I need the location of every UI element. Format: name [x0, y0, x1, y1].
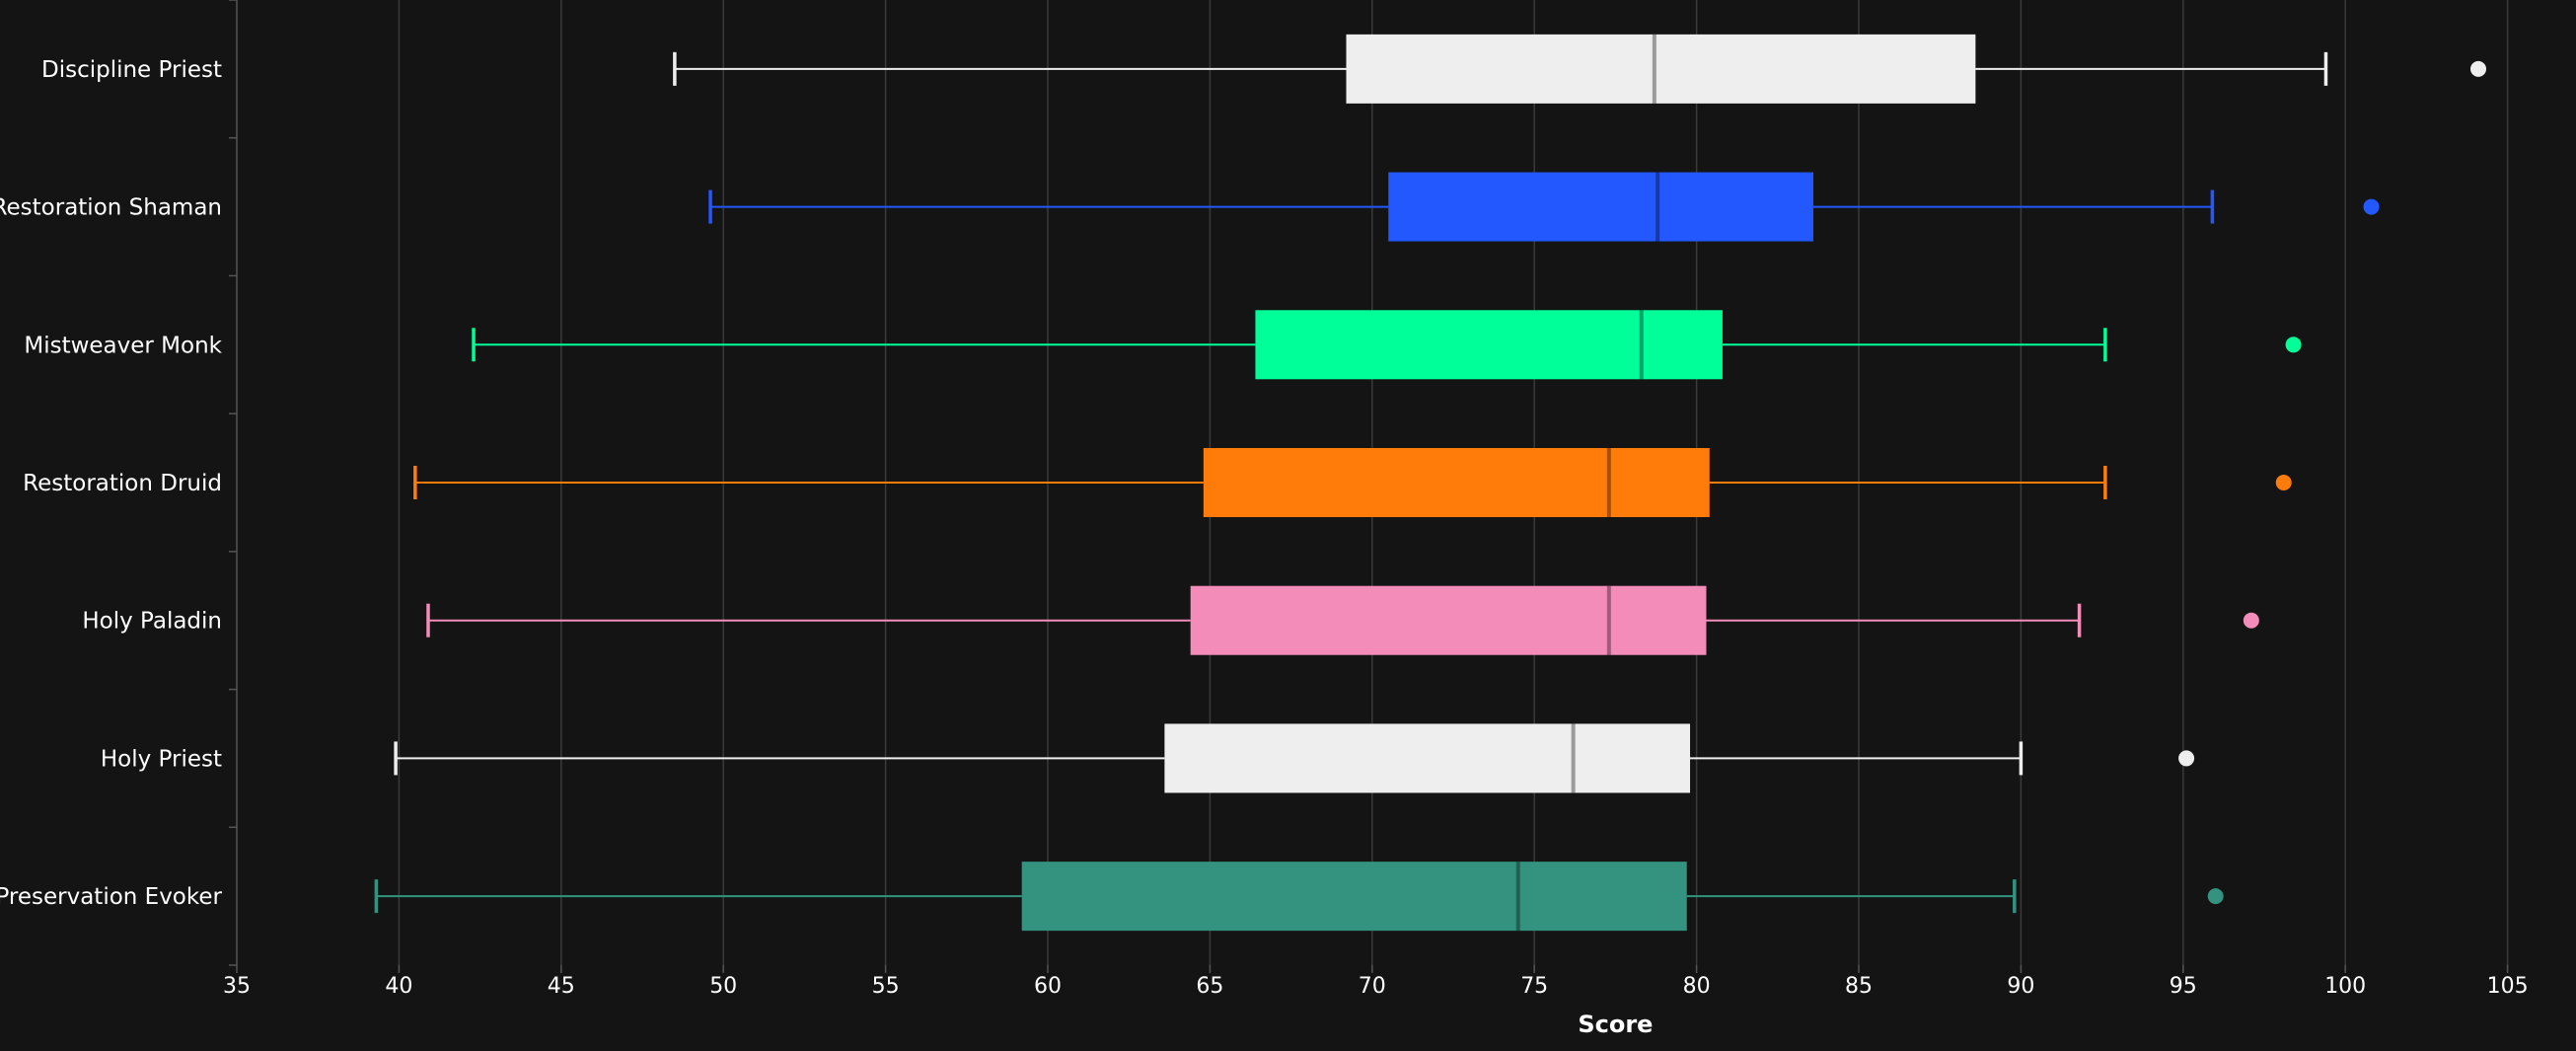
outlier-point — [2470, 60, 2487, 77]
x-tick-label: 65 — [1196, 974, 1223, 999]
x-tick-label: 35 — [223, 974, 251, 999]
category-label: Preservation Evoker — [0, 884, 223, 910]
box — [1164, 723, 1691, 793]
outlier-point — [2275, 475, 2292, 490]
category-label: Mistweaver Monk — [24, 333, 222, 358]
x-tick-label: 75 — [1520, 974, 1548, 999]
category-label: Holy Priest — [101, 746, 222, 772]
outlier-point — [2207, 888, 2224, 905]
outlier-point — [2178, 750, 2195, 767]
x-tick-label: 95 — [2170, 974, 2197, 999]
x-tick-label: 55 — [872, 974, 900, 999]
x-tick-label: 100 — [2324, 974, 2366, 999]
x-tick-label: 45 — [548, 974, 575, 999]
x-tick-label: 40 — [385, 974, 412, 999]
box — [1388, 172, 1813, 242]
x-tick-label: 60 — [1034, 974, 1062, 999]
x-tick-label: 80 — [1683, 974, 1711, 999]
box — [1255, 310, 1723, 380]
x-tick-label: 70 — [1359, 974, 1386, 999]
category-label: Restoration Druid — [23, 471, 222, 496]
box — [1021, 862, 1687, 932]
outlier-point — [2363, 198, 2380, 215]
x-tick-label: 90 — [2007, 974, 2034, 999]
category-label: Holy Paladin — [82, 609, 222, 635]
category-label: Discipline Priest — [41, 57, 222, 83]
x-axis-title: Score — [1578, 1011, 1653, 1038]
box — [1346, 34, 1976, 104]
category-label: Restoration Shaman — [0, 195, 222, 221]
box — [1190, 585, 1707, 655]
x-tick-label: 105 — [2487, 974, 2529, 999]
outlier-point — [2285, 337, 2302, 353]
outlier-point — [2243, 612, 2259, 629]
x-tick-label: 85 — [1845, 974, 1873, 999]
box — [1203, 448, 1710, 517]
x-tick-label: 50 — [709, 974, 737, 999]
